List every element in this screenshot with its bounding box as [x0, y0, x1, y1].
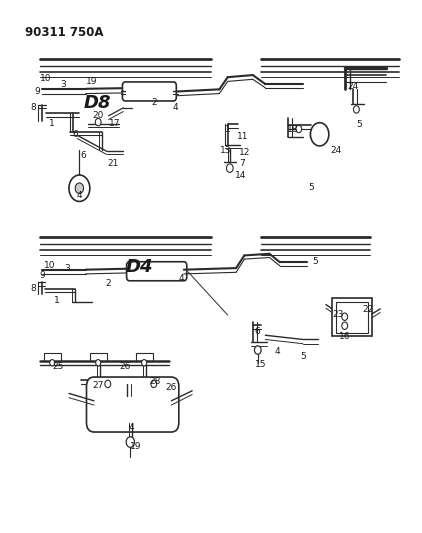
- Text: 3: 3: [60, 79, 65, 88]
- Bar: [336, 302, 368, 333]
- Text: 8: 8: [30, 103, 36, 112]
- Text: 5: 5: [313, 257, 318, 266]
- Text: 8: 8: [30, 284, 36, 293]
- Text: 12: 12: [239, 148, 250, 157]
- Text: D8: D8: [84, 94, 111, 111]
- Text: 5: 5: [308, 183, 314, 192]
- Bar: [90, 353, 106, 361]
- Text: 5: 5: [300, 352, 306, 361]
- Text: 7: 7: [239, 159, 245, 168]
- Circle shape: [311, 123, 329, 146]
- Text: 22: 22: [362, 305, 373, 314]
- Text: 26: 26: [120, 362, 131, 372]
- Text: 10: 10: [44, 261, 56, 270]
- Text: 2: 2: [152, 98, 157, 107]
- Bar: [332, 298, 372, 336]
- Text: 6: 6: [254, 327, 260, 335]
- Circle shape: [227, 164, 233, 172]
- Text: 13: 13: [220, 146, 231, 155]
- FancyBboxPatch shape: [127, 262, 187, 281]
- Text: 4: 4: [173, 103, 179, 112]
- Text: 4: 4: [275, 346, 281, 356]
- Text: 23: 23: [333, 310, 344, 319]
- Text: 26: 26: [165, 383, 177, 392]
- Circle shape: [69, 175, 90, 201]
- Circle shape: [50, 360, 55, 366]
- Bar: [44, 353, 61, 361]
- Text: 1: 1: [225, 125, 230, 133]
- Text: 1: 1: [49, 119, 55, 128]
- Text: 10: 10: [40, 74, 52, 83]
- Text: 9: 9: [35, 87, 41, 96]
- Text: 17: 17: [109, 119, 121, 128]
- Text: 2: 2: [106, 279, 111, 288]
- Text: 4: 4: [129, 423, 135, 432]
- Text: 28: 28: [149, 377, 160, 386]
- Circle shape: [75, 183, 84, 193]
- Text: 24: 24: [347, 82, 359, 91]
- Circle shape: [296, 125, 302, 133]
- Text: 6: 6: [81, 151, 87, 160]
- Circle shape: [105, 380, 111, 387]
- Text: 21: 21: [107, 159, 119, 168]
- Bar: [136, 353, 152, 361]
- Text: 3: 3: [64, 264, 70, 273]
- Circle shape: [95, 118, 101, 126]
- Text: 4: 4: [179, 273, 184, 282]
- Text: 11: 11: [237, 132, 248, 141]
- Text: 4: 4: [76, 191, 82, 199]
- Text: 90311 750A: 90311 750A: [25, 26, 103, 39]
- Text: 24: 24: [331, 146, 342, 155]
- Text: 20: 20: [92, 111, 104, 120]
- FancyBboxPatch shape: [87, 377, 179, 432]
- Text: 18: 18: [287, 125, 298, 133]
- Text: 6: 6: [72, 130, 78, 139]
- Circle shape: [354, 106, 359, 113]
- Text: 27: 27: [92, 381, 104, 390]
- Circle shape: [126, 437, 135, 447]
- Text: D4: D4: [125, 257, 153, 276]
- Circle shape: [254, 346, 261, 354]
- Text: 14: 14: [235, 171, 246, 180]
- FancyBboxPatch shape: [122, 82, 176, 101]
- Text: 16: 16: [339, 332, 350, 341]
- Circle shape: [142, 360, 147, 366]
- Text: 9: 9: [39, 271, 45, 280]
- Text: 5: 5: [357, 120, 362, 130]
- Circle shape: [342, 322, 348, 329]
- Text: 19: 19: [86, 77, 97, 86]
- Text: 15: 15: [255, 360, 267, 369]
- Text: 1: 1: [54, 296, 59, 305]
- Circle shape: [151, 380, 157, 387]
- Circle shape: [96, 360, 101, 366]
- Circle shape: [342, 313, 348, 320]
- Text: 19: 19: [130, 442, 141, 451]
- Text: 25: 25: [53, 362, 64, 372]
